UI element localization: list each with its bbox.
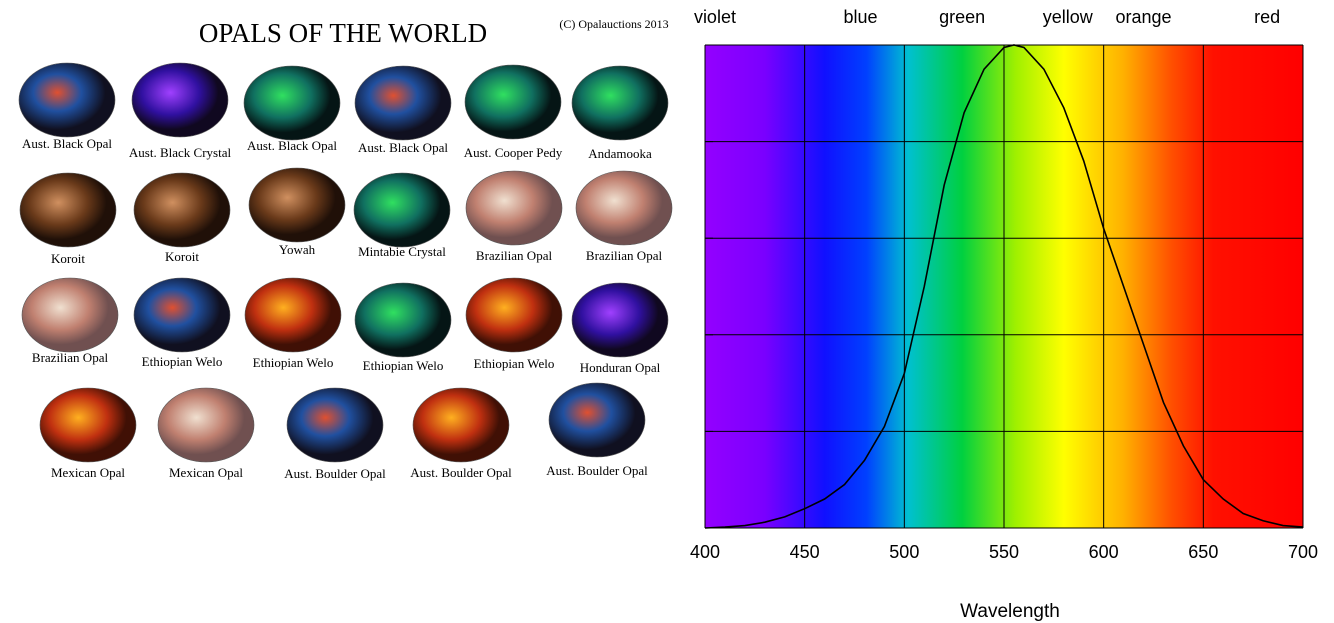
- opal-label: Ethiopian Welo: [253, 355, 334, 370]
- opal-collage: Aust. Black Opal Aust. Black Crystal Aust.…: [19, 63, 672, 481]
- opal-stone: [134, 173, 230, 247]
- opal-label: Andamooka: [588, 146, 652, 161]
- opal-stone: [572, 66, 668, 140]
- x-tick-label: 500: [889, 542, 919, 562]
- opal-label: Mintabie Crystal: [358, 244, 446, 259]
- opal-label: Brazilian Opal: [476, 248, 553, 263]
- opal-stone: [355, 283, 451, 357]
- opal-stone: [249, 168, 345, 242]
- opal-stone: [22, 278, 118, 352]
- x-tick-label: 700: [1288, 542, 1318, 562]
- opal-label: Brazilian Opal: [586, 248, 663, 263]
- band-label: blue: [843, 7, 877, 27]
- composite: OPALS OF THE WORLD (C) Opalauctions 2013…: [0, 0, 1334, 623]
- x-tick-label: 650: [1188, 542, 1218, 562]
- opal-label: Ethiopian Welo: [363, 358, 444, 373]
- opal-label: Aust. Boulder Opal: [410, 465, 512, 480]
- opal-label: Koroit: [165, 249, 199, 264]
- opal-stone: [572, 283, 668, 357]
- opal-stone: [465, 65, 561, 139]
- opal-stone: [355, 66, 451, 140]
- opal-stone: [20, 173, 116, 247]
- x-tick-label: 450: [790, 542, 820, 562]
- band-label: orange: [1116, 7, 1172, 27]
- opal-stone: [287, 388, 383, 462]
- opal-label: Aust. Black Opal: [22, 136, 112, 151]
- opal-label: Aust. Black Opal: [358, 140, 448, 155]
- opal-stone: [354, 173, 450, 247]
- opal-stone: [245, 278, 341, 352]
- opal-stone: [466, 278, 562, 352]
- opal-label: Koroit: [51, 251, 85, 266]
- copyright: (C) Opalauctions 2013: [559, 17, 668, 31]
- band-label: yellow: [1043, 7, 1094, 27]
- opal-stone: [244, 66, 340, 140]
- opal-stone: [549, 383, 645, 457]
- opal-label: Ethiopian Welo: [142, 354, 223, 369]
- opal-label: Brazilian Opal: [32, 350, 109, 365]
- band-label: violet: [694, 7, 736, 27]
- opal-stone: [40, 388, 136, 462]
- x-tick-label: 550: [989, 542, 1019, 562]
- opal-label: Ethiopian Welo: [474, 356, 555, 371]
- opal-stone: [413, 388, 509, 462]
- opal-stone: [158, 388, 254, 462]
- opal-label: Aust. Boulder Opal: [284, 466, 386, 481]
- opal-label: Aust. Black Opal: [247, 138, 337, 153]
- opal-label: Mexican Opal: [51, 465, 125, 480]
- page: {"opals": {"title": "OPALS OF THE WORLD"…: [0, 0, 1334, 623]
- opal-label: Aust. Boulder Opal: [546, 463, 648, 478]
- x-tick-label: 400: [690, 542, 720, 562]
- opal-stone: [576, 171, 672, 245]
- x-axis-label: Wavelength: [960, 601, 1060, 622]
- opal-stone: [132, 63, 228, 137]
- opal-label: Aust. Cooper Pedy: [464, 145, 563, 160]
- opal-label: Mexican Opal: [169, 465, 243, 480]
- band-label: red: [1254, 7, 1280, 27]
- collage-title: OPALS OF THE WORLD: [199, 18, 487, 48]
- opal-stone: [466, 171, 562, 245]
- opal-label: Aust. Black Crystal: [129, 145, 232, 160]
- opal-label: Yowah: [279, 242, 316, 257]
- opal-label: Honduran Opal: [580, 360, 661, 375]
- opal-stone: [19, 63, 115, 137]
- band-label: green: [939, 7, 985, 27]
- x-tick-label: 600: [1089, 542, 1119, 562]
- opal-stone: [134, 278, 230, 352]
